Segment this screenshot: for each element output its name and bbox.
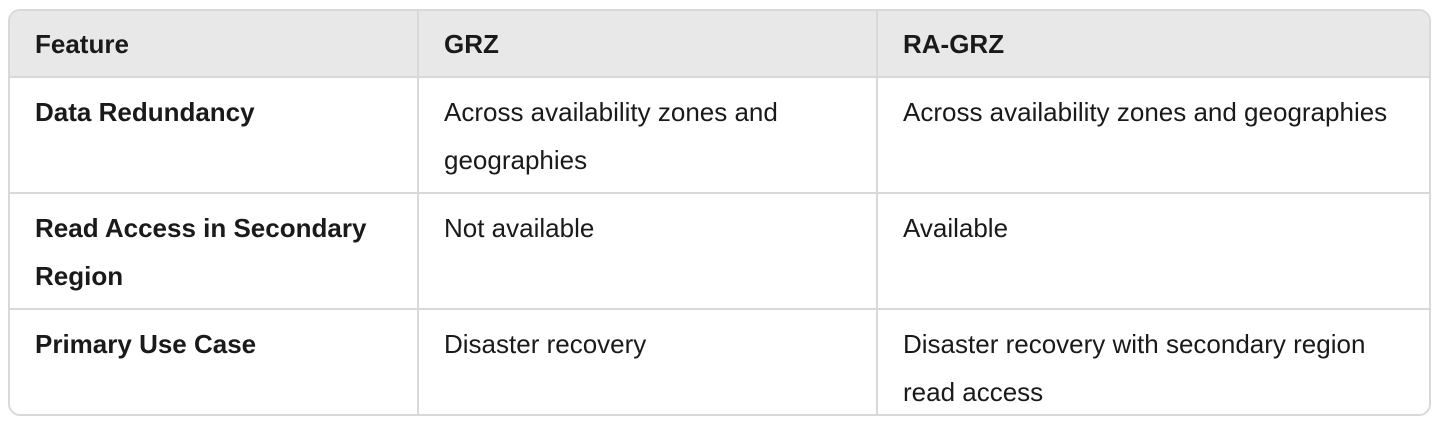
comparison-table-container: Feature GRZ RA-GRZ Data Redundancy Acros… xyxy=(8,9,1431,416)
header-feature: Feature xyxy=(10,11,418,78)
header-ra-grz: RA-GRZ xyxy=(876,11,1429,78)
header-row: Feature GRZ RA-GRZ xyxy=(10,11,1429,78)
ra-grz-cell: Disaster recovery with secondary region … xyxy=(876,309,1429,414)
table-row: Primary Use Case Disaster recovery Disas… xyxy=(10,309,1429,414)
feature-cell: Read Access in Secondary Region xyxy=(10,193,418,310)
grz-cell: Not available xyxy=(417,193,877,310)
ra-grz-cell: Across availability zones and geographie… xyxy=(876,77,1429,194)
table-header: Feature GRZ RA-GRZ xyxy=(10,11,1429,78)
table-body: Data Redundancy Across availability zone… xyxy=(10,77,1429,414)
ra-grz-cell: Available xyxy=(876,193,1429,310)
table-row: Read Access in Secondary Region Not avai… xyxy=(10,193,1429,310)
grz-cell: Across availability zones and geographie… xyxy=(417,77,877,194)
header-grz: GRZ xyxy=(417,11,877,78)
comparison-table: Feature GRZ RA-GRZ Data Redundancy Acros… xyxy=(10,11,1429,414)
table-row: Data Redundancy Across availability zone… xyxy=(10,77,1429,194)
grz-cell: Disaster recovery xyxy=(417,309,877,414)
feature-cell: Data Redundancy xyxy=(10,77,418,194)
feature-cell: Primary Use Case xyxy=(35,329,257,359)
